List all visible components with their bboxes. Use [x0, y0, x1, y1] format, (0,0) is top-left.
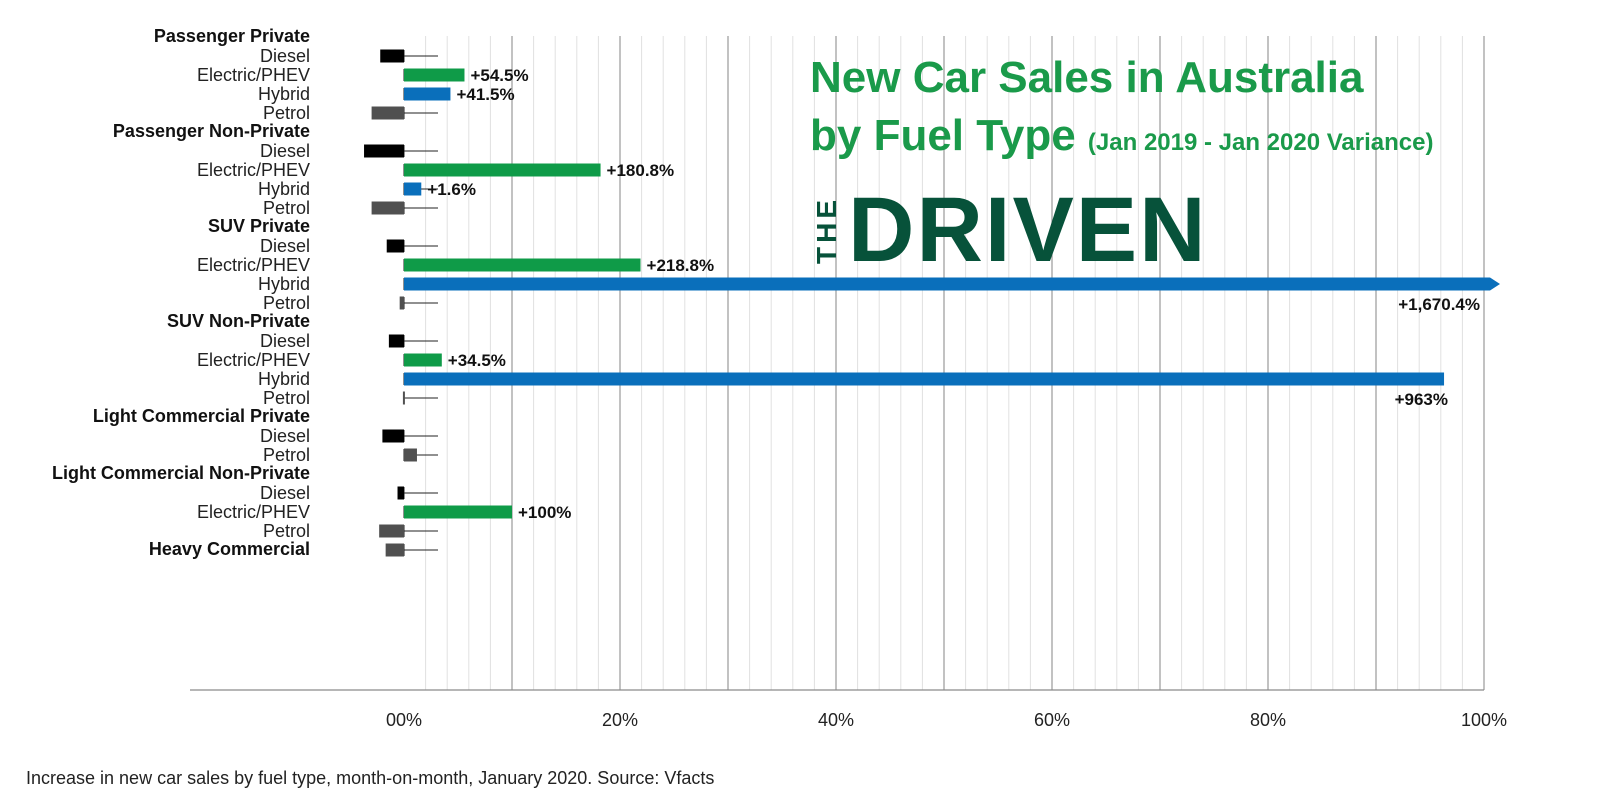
- x-tick-label: 40%: [818, 710, 854, 730]
- bar-petrol: [402, 391, 405, 405]
- group-label: SUV Non-Private: [167, 311, 310, 331]
- bar-diesel: [380, 49, 404, 63]
- bar-petrol: [399, 296, 404, 310]
- category-label: Petrol: [263, 198, 310, 218]
- group-label: Light Commercial Non-Private: [52, 463, 310, 483]
- category-label: Hybrid: [258, 84, 310, 104]
- bar-hybrid: [404, 182, 422, 196]
- bar-petrol: [385, 543, 404, 557]
- category-label: Diesel: [260, 46, 310, 66]
- logo-driven-text: DRIVEN: [848, 179, 1208, 281]
- category-label: Petrol: [263, 293, 310, 313]
- bar-electricphev: [404, 163, 601, 177]
- data-label: +54.5%: [470, 66, 528, 85]
- group-label: Passenger Private: [154, 26, 310, 46]
- bar-petrol: [371, 106, 404, 120]
- bar-diesel: [364, 144, 404, 158]
- data-label: +180.8%: [607, 161, 675, 180]
- x-tick-label: 20%: [602, 710, 638, 730]
- bar-diesel: [397, 486, 404, 500]
- data-label: +41.5%: [456, 85, 514, 104]
- chart-title: New Car Sales in Australia by Fuel Type …: [810, 50, 1433, 173]
- bar-hybrid: [404, 277, 1500, 291]
- category-label: Hybrid: [258, 274, 310, 294]
- category-label: Petrol: [263, 388, 310, 408]
- x-tick-label: 100%: [1461, 710, 1507, 730]
- category-label: Diesel: [260, 141, 310, 161]
- group-label: SUV Private: [208, 216, 310, 236]
- bar-electricphev: [404, 68, 465, 82]
- bar-diesel: [386, 239, 404, 253]
- logo-the-text: THE: [811, 196, 842, 264]
- bar-electricphev: [404, 258, 641, 272]
- category-label: Petrol: [263, 521, 310, 541]
- bar-petrol: [371, 201, 404, 215]
- category-label: Diesel: [260, 331, 310, 351]
- data-label: +963%: [1395, 390, 1448, 409]
- data-label: +218.8%: [647, 256, 715, 275]
- category-label: Electric/PHEV: [197, 160, 310, 180]
- category-label: Hybrid: [258, 179, 310, 199]
- group-label: Light Commercial Private: [93, 406, 310, 426]
- bar-electricphev: [404, 505, 512, 519]
- x-tick-label: 00%: [386, 710, 422, 730]
- category-label: Electric/PHEV: [197, 65, 310, 85]
- bar-diesel: [388, 334, 404, 348]
- bar-electricphev: [404, 353, 442, 367]
- category-label: Petrol: [263, 103, 310, 123]
- category-label: Diesel: [260, 426, 310, 446]
- category-label: Diesel: [260, 236, 310, 256]
- category-label: Electric/PHEV: [197, 255, 310, 275]
- data-label: +34.5%: [448, 351, 506, 370]
- data-label: +100%: [518, 503, 571, 522]
- bar-hybrid: [404, 87, 451, 101]
- x-tick-label: 80%: [1250, 710, 1286, 730]
- data-label: +1,670.4%: [1398, 295, 1480, 314]
- title-line-2: by Fuel Type (Jan 2019 - Jan 2020 Varian…: [810, 106, 1433, 173]
- data-label: +1.6%: [427, 180, 476, 199]
- category-label: Electric/PHEV: [197, 502, 310, 522]
- category-label: Petrol: [263, 445, 310, 465]
- category-label: Diesel: [260, 483, 310, 503]
- x-tick-label: 60%: [1034, 710, 1070, 730]
- category-label: Electric/PHEV: [197, 350, 310, 370]
- bar-hybrid: [404, 372, 1445, 386]
- bar-petrol: [379, 524, 404, 538]
- title-line-1: New Car Sales in Australia: [810, 53, 1364, 102]
- chart-subtitle: (Jan 2019 - Jan 2020 Variance): [1087, 129, 1434, 156]
- bar-petrol: [404, 448, 417, 462]
- chart-caption: Increase in new car sales by fuel type, …: [26, 768, 715, 788]
- bar-diesel: [382, 429, 404, 443]
- category-label: Hybrid: [258, 369, 310, 389]
- group-label: Heavy Commercial: [149, 539, 310, 559]
- group-label: Passenger Non-Private: [113, 121, 310, 141]
- title-line-2-text: by Fuel Type: [810, 111, 1076, 160]
